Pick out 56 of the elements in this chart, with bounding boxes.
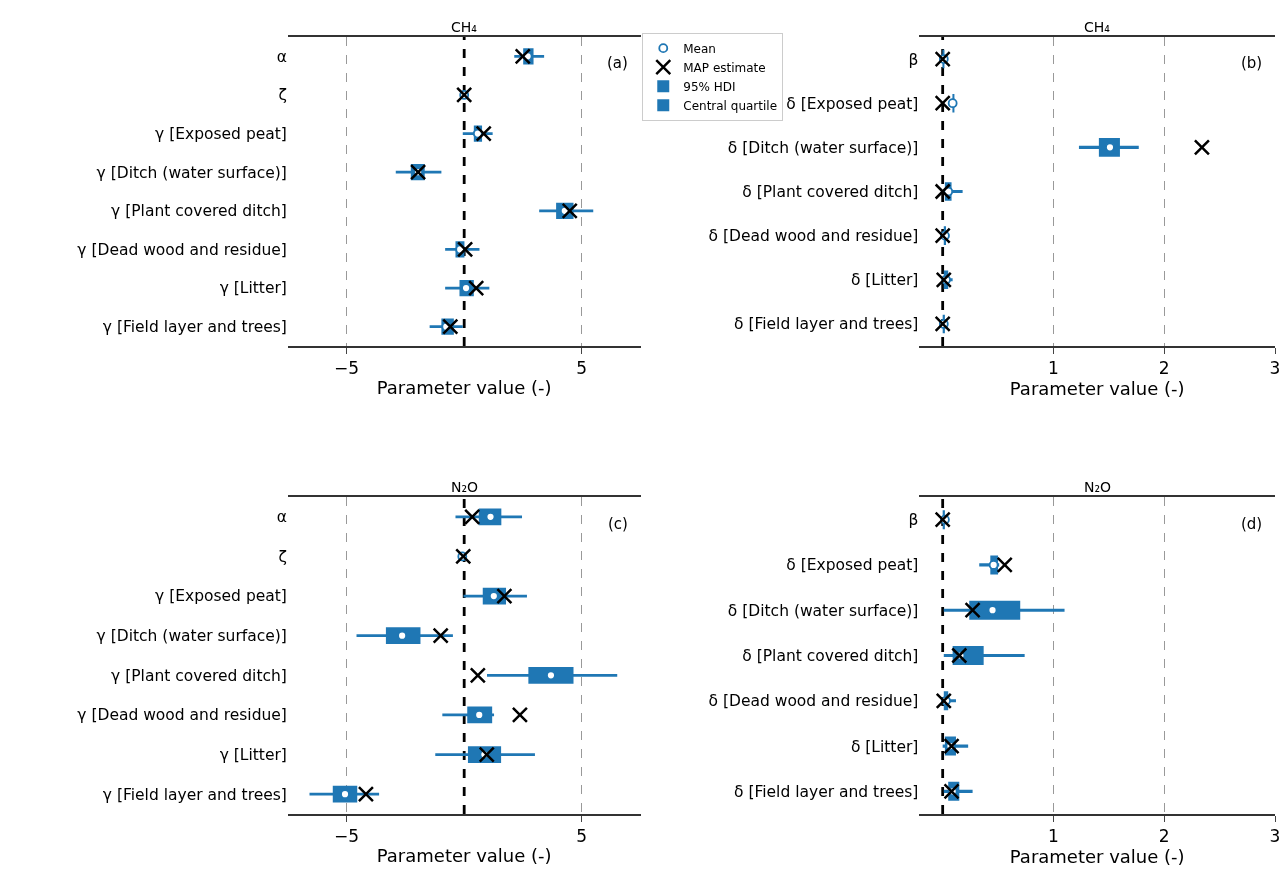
- y-tick-label: δ [Dead wood and residue]: [708, 227, 919, 246]
- x-tick-label: 1: [1048, 358, 1059, 379]
- x-tick-label: 1: [1048, 826, 1059, 847]
- chart-title: CH₄: [1084, 19, 1111, 35]
- y-tick-label: γ [Dead wood and residue]: [77, 706, 287, 725]
- y-tick-label: γ [Exposed peat]: [155, 587, 287, 606]
- y-tick-label: γ [Exposed peat]: [155, 124, 287, 143]
- y-tick-label: α: [276, 47, 287, 66]
- chart-title: CH₄: [451, 19, 478, 35]
- x-axis-title: Parameter value (-): [1009, 378, 1185, 400]
- x-tick-label: 5: [576, 826, 588, 847]
- y-tick-label: δ [Ditch (water surface)]: [727, 601, 919, 620]
- y-tick-label: δ [Exposed peat]: [786, 94, 919, 113]
- y-tick-label: ζ: [278, 86, 287, 105]
- y-tick-label: δ [Field layer and trees]: [734, 315, 919, 334]
- annotation: (c): [608, 515, 628, 533]
- y-tick-label: γ [Plant covered ditch]: [111, 202, 287, 221]
- legend-label: Central quartile: [683, 98, 778, 113]
- y-tick-label: γ [Litter]: [219, 279, 287, 298]
- y-tick-label: δ [Litter]: [850, 737, 919, 756]
- x-tick-label: −5: [334, 826, 360, 847]
- annotation: (d): [1241, 515, 1263, 533]
- legend-label: 95% HDI: [683, 79, 736, 94]
- y-tick-label: δ [Plant covered ditch]: [742, 182, 919, 201]
- y-tick-label: β: [908, 50, 919, 69]
- chart-title: N₂O: [1084, 479, 1112, 495]
- annotation: (b): [1241, 54, 1263, 72]
- x-axis-title: Parameter value (-): [376, 844, 552, 866]
- x-axis-title: Parameter value (-): [376, 376, 552, 398]
- y-tick-label: γ [Plant covered ditch]: [111, 666, 287, 685]
- y-tick-label: δ [Plant covered ditch]: [742, 646, 919, 665]
- y-tick-label: γ [Dead wood and residue]: [77, 240, 287, 259]
- y-tick-label: δ [Dead wood and residue]: [708, 692, 919, 711]
- x-tick-label: 3: [1269, 826, 1281, 847]
- y-tick-label: γ [Field layer and trees]: [102, 318, 287, 337]
- y-tick-label: δ [Exposed peat]: [786, 556, 919, 575]
- annotation: (a): [607, 54, 628, 72]
- x-tick-label: 5: [576, 358, 588, 379]
- y-tick-label: ζ: [278, 547, 287, 566]
- legend-label: Mean: [683, 41, 716, 56]
- y-tick-label: δ [Field layer and trees]: [734, 782, 919, 801]
- y-tick-label: β: [908, 511, 919, 530]
- y-tick-label: γ [Litter]: [219, 745, 287, 764]
- x-tick-label: −5: [334, 358, 360, 379]
- legend-label: MAP estimate: [683, 60, 766, 75]
- y-tick-label: γ [Ditch (water surface)]: [96, 627, 287, 646]
- y-tick-label: δ [Litter]: [850, 271, 919, 290]
- x-axis-title: Parameter value (-): [1009, 846, 1185, 868]
- x-tick-label: 3: [1269, 358, 1281, 379]
- x-tick-label: 2: [1158, 826, 1170, 847]
- chart-title: N₂O: [451, 479, 479, 495]
- y-tick-label: α: [276, 508, 287, 527]
- y-tick-label: γ [Ditch (water surface)]: [96, 163, 287, 182]
- y-tick-label: γ [Field layer and trees]: [102, 785, 287, 804]
- x-tick-label: 2: [1158, 358, 1170, 379]
- y-tick-label: δ [Ditch (water surface)]: [727, 138, 919, 157]
